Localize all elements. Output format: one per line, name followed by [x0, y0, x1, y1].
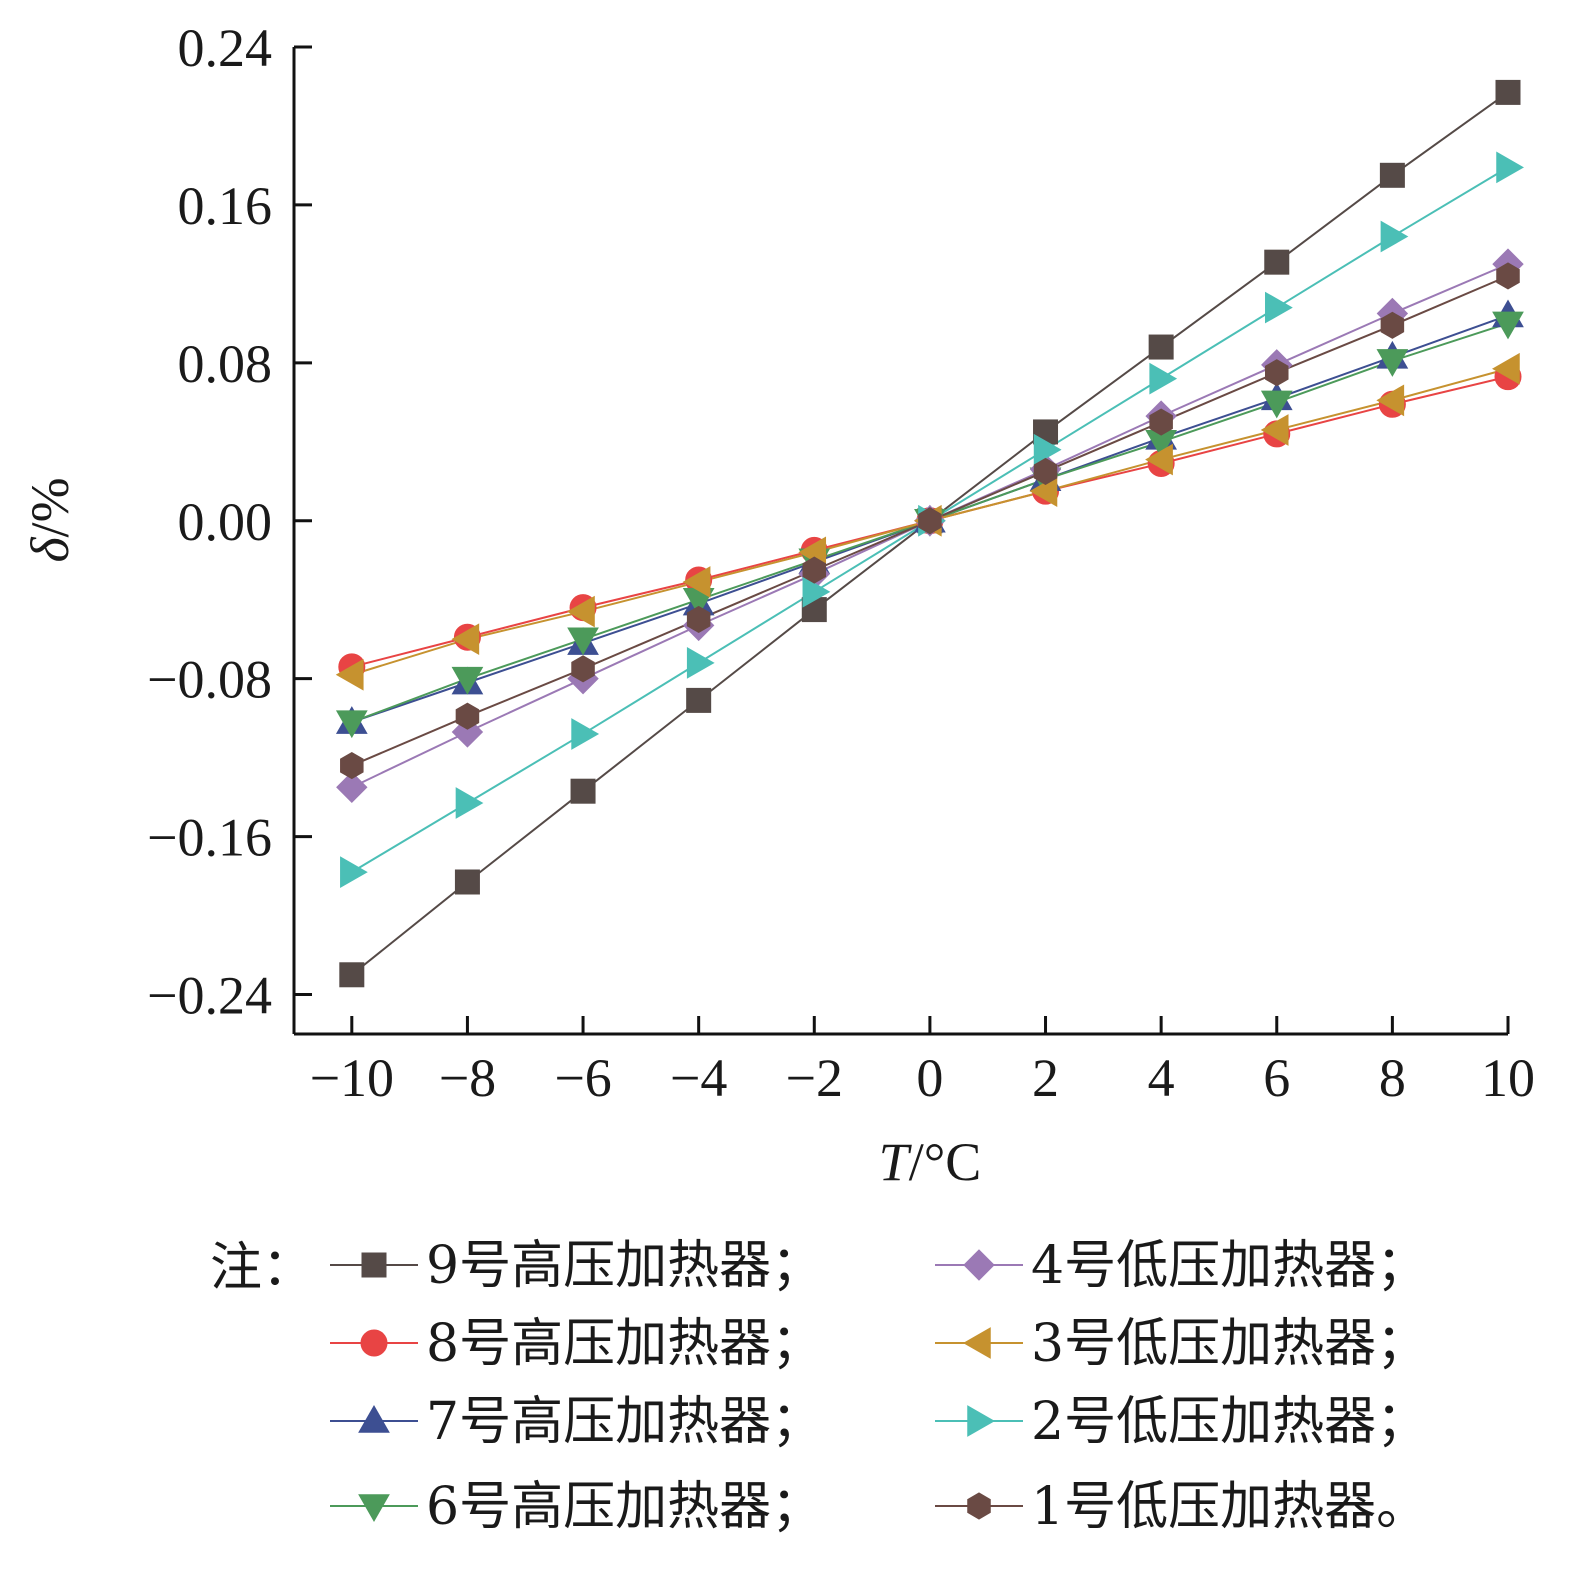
legend-marker-0 — [361, 1252, 387, 1278]
data-point-5-3 — [682, 566, 711, 598]
x-tick-label: 4 — [1148, 1048, 1175, 1108]
data-point-0-9 — [1379, 162, 1405, 188]
x-tick-label: 0 — [916, 1048, 943, 1108]
y-tick-label: 0.08 — [178, 334, 273, 394]
data-point-3-1 — [451, 666, 484, 695]
data-point-7-9 — [1380, 311, 1405, 339]
x-tick-label: −6 — [554, 1048, 611, 1108]
y-tick-label: 0.00 — [178, 492, 273, 552]
legend-label-2: 7号高压加热器； — [426, 1392, 823, 1452]
data-point-6-4 — [802, 575, 831, 608]
data-point-7-8 — [1265, 359, 1289, 387]
legend-label-1: 8号高压加热器； — [426, 1314, 823, 1374]
y-axis-title-italic: δ — [20, 537, 80, 563]
data-point-0-8 — [1264, 249, 1290, 275]
legend: 注： 9号高压加热器； 8号高压加热器； 7号高压加热器； 6号高压加热器； 4号低压加… — [210, 1236, 1428, 1537]
data-point-6-10 — [1496, 151, 1525, 184]
data-point-5-0 — [335, 658, 364, 691]
data-point-7-1 — [455, 702, 480, 730]
x-tick-label: 6 — [1263, 1048, 1290, 1108]
data-point-4-0 — [336, 771, 368, 803]
legend-label-6: 2号低压加热器； — [1031, 1392, 1428, 1452]
x-tick-label: −10 — [310, 1048, 394, 1108]
data-point-6-8 — [1265, 291, 1293, 324]
y-tick-label: −0.24 — [147, 966, 272, 1026]
data-point-5-10 — [1491, 352, 1520, 385]
data-point-0-0 — [339, 962, 365, 988]
data-point-0-10 — [1495, 79, 1521, 105]
x-tick-label: 2 — [1032, 1048, 1059, 1108]
x-tick-label: −4 — [670, 1048, 727, 1108]
y-tick-label: −0.16 — [147, 808, 272, 868]
x-tick-label: 8 — [1379, 1048, 1406, 1108]
x-tick-label: 10 — [1481, 1048, 1535, 1108]
data-point-7-0 — [340, 751, 364, 780]
data-point-6-2 — [571, 718, 600, 750]
data-point-7-5 — [918, 507, 942, 535]
data-point-3-10 — [1492, 311, 1524, 340]
data-point-6-7 — [1149, 362, 1178, 395]
data-point-7-6 — [1033, 457, 1058, 485]
data-point-3-2 — [567, 627, 599, 656]
legend-label-5: 3号低压加热器； — [1031, 1314, 1428, 1374]
legend-marker-2 — [358, 1404, 390, 1433]
axis-labels: T/°C δ/% — [20, 477, 981, 1192]
data-point-3-8 — [1260, 390, 1293, 419]
data-point-7-10 — [1496, 262, 1520, 290]
series-markers — [335, 79, 1525, 988]
data-point-0-7 — [1148, 334, 1174, 360]
data-point-0-3 — [686, 687, 712, 713]
data-point-5-8 — [1260, 414, 1289, 446]
data-point-3-0 — [335, 710, 368, 739]
data-point-6-6 — [1033, 433, 1062, 466]
y-tick-label: 0.16 — [178, 176, 273, 236]
legend-marker-6 — [967, 1405, 996, 1437]
legend-marker-5 — [962, 1327, 991, 1359]
data-point-7-4 — [802, 556, 827, 584]
x-axis-title-rest: /°C — [909, 1132, 982, 1192]
data-point-7-3 — [686, 605, 711, 634]
data-point-5-9 — [1376, 384, 1405, 417]
data-point-7-2 — [571, 655, 595, 683]
data-point-6-0 — [340, 856, 368, 888]
y-tick-label: −0.08 — [147, 650, 272, 710]
data-point-0-2 — [570, 778, 596, 804]
data-point-7-7 — [1149, 408, 1173, 436]
data-point-6-9 — [1380, 220, 1409, 253]
x-axis-title-italic: T — [879, 1132, 913, 1192]
x-tick-label: −8 — [439, 1048, 496, 1108]
data-point-5-1 — [451, 623, 480, 656]
legend-label-3: 6号高压加热器； — [426, 1477, 823, 1537]
y-axis-title-rest: /% — [20, 477, 80, 537]
legend-label-4: 4号低压加热器； — [1031, 1236, 1428, 1296]
data-point-6-1 — [455, 787, 484, 819]
axes: −0.24 −0.16 −0.08 0.00 0.08 0.16 0.24 −10 −8 −6 −4… — [147, 18, 1535, 1108]
y-axis-title: δ/% — [20, 477, 80, 562]
x-tick-label: −2 — [786, 1048, 843, 1108]
legend-marker-7 — [967, 1492, 991, 1520]
data-point-6-3 — [686, 647, 715, 679]
data-point-5-7 — [1145, 443, 1173, 476]
data-point-3-9 — [1376, 349, 1409, 377]
legend-marker-1 — [360, 1329, 388, 1357]
y-tick-label: 0.24 — [178, 18, 273, 78]
legend-marker-4 — [963, 1249, 995, 1281]
legend-marker-3 — [358, 1494, 390, 1523]
legend-label-7: 1号低压加热器。 — [1031, 1477, 1428, 1537]
legend-prefix: 注： — [210, 1238, 314, 1298]
data-point-0-1 — [454, 869, 480, 895]
x-axis-title: T/°C — [879, 1132, 982, 1192]
data-point-5-2 — [567, 595, 595, 628]
legend-label-0: 9号高压加热器； — [426, 1236, 823, 1296]
